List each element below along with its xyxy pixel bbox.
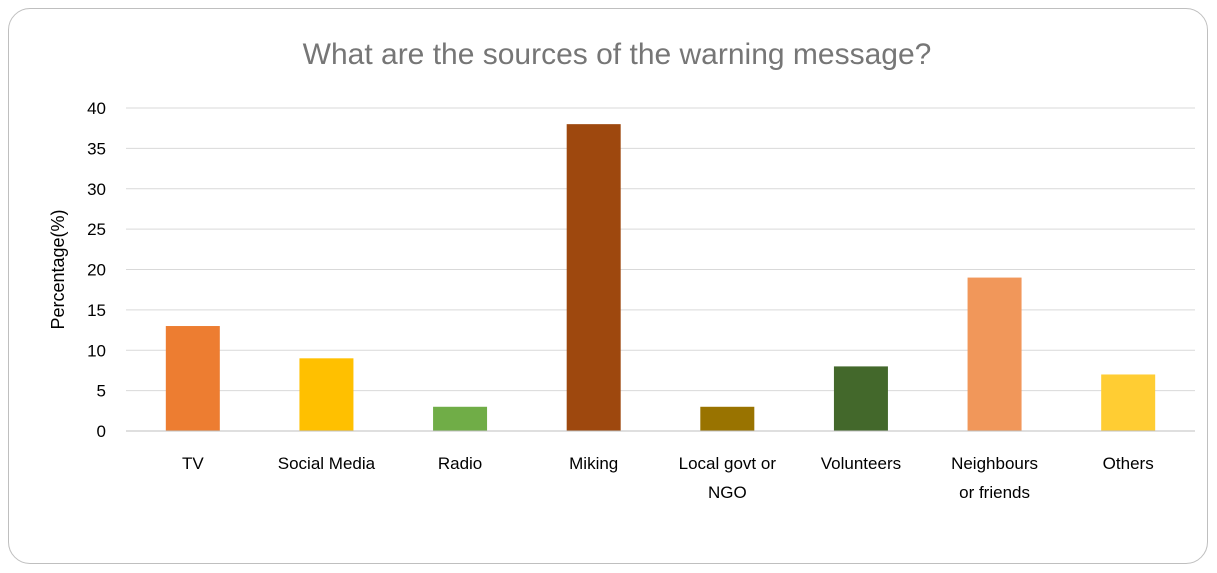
x-tick-label: Social Media (278, 454, 376, 473)
bar (299, 358, 354, 431)
y-axis-ticks: 0 5 10 15 20 25 30 35 40 (87, 99, 106, 441)
x-tick-label: Miking (569, 454, 618, 473)
y-axis-label: Percentage(%) (48, 209, 68, 329)
y-tick-label: 0 (97, 422, 106, 441)
y-tick-label: 10 (87, 341, 106, 360)
y-tick-label: 35 (87, 139, 106, 158)
x-tick-label: or friends (959, 483, 1030, 502)
bar (433, 406, 488, 431)
x-tick-label: Volunteers (821, 454, 901, 473)
bar (700, 406, 755, 431)
y-tick-label: 30 (87, 180, 106, 199)
y-tick-label: 5 (97, 382, 106, 401)
y-tick-label: 20 (87, 261, 106, 280)
bar (1101, 374, 1156, 431)
x-tick-label: Neighbours (951, 454, 1038, 473)
bars (165, 124, 1156, 432)
x-tick-label: Radio (438, 454, 482, 473)
bar (165, 326, 220, 431)
bar (833, 366, 888, 431)
x-tick-label: Local govt or (679, 454, 777, 473)
chart-title: What are the sources of the warning mess… (303, 38, 932, 71)
bar (566, 124, 621, 432)
y-tick-label: 40 (87, 99, 106, 118)
y-tick-label: 25 (87, 220, 106, 239)
bar (967, 277, 1022, 431)
x-tick-label: TV (182, 454, 204, 473)
x-tick-label: NGO (708, 483, 747, 502)
x-tick-label: Others (1103, 454, 1154, 473)
x-axis-labels: TV Social Media Radio Miking Local govt or NG… (182, 454, 1154, 502)
gridlines (126, 107, 1195, 392)
y-tick-label: 15 (87, 301, 106, 320)
